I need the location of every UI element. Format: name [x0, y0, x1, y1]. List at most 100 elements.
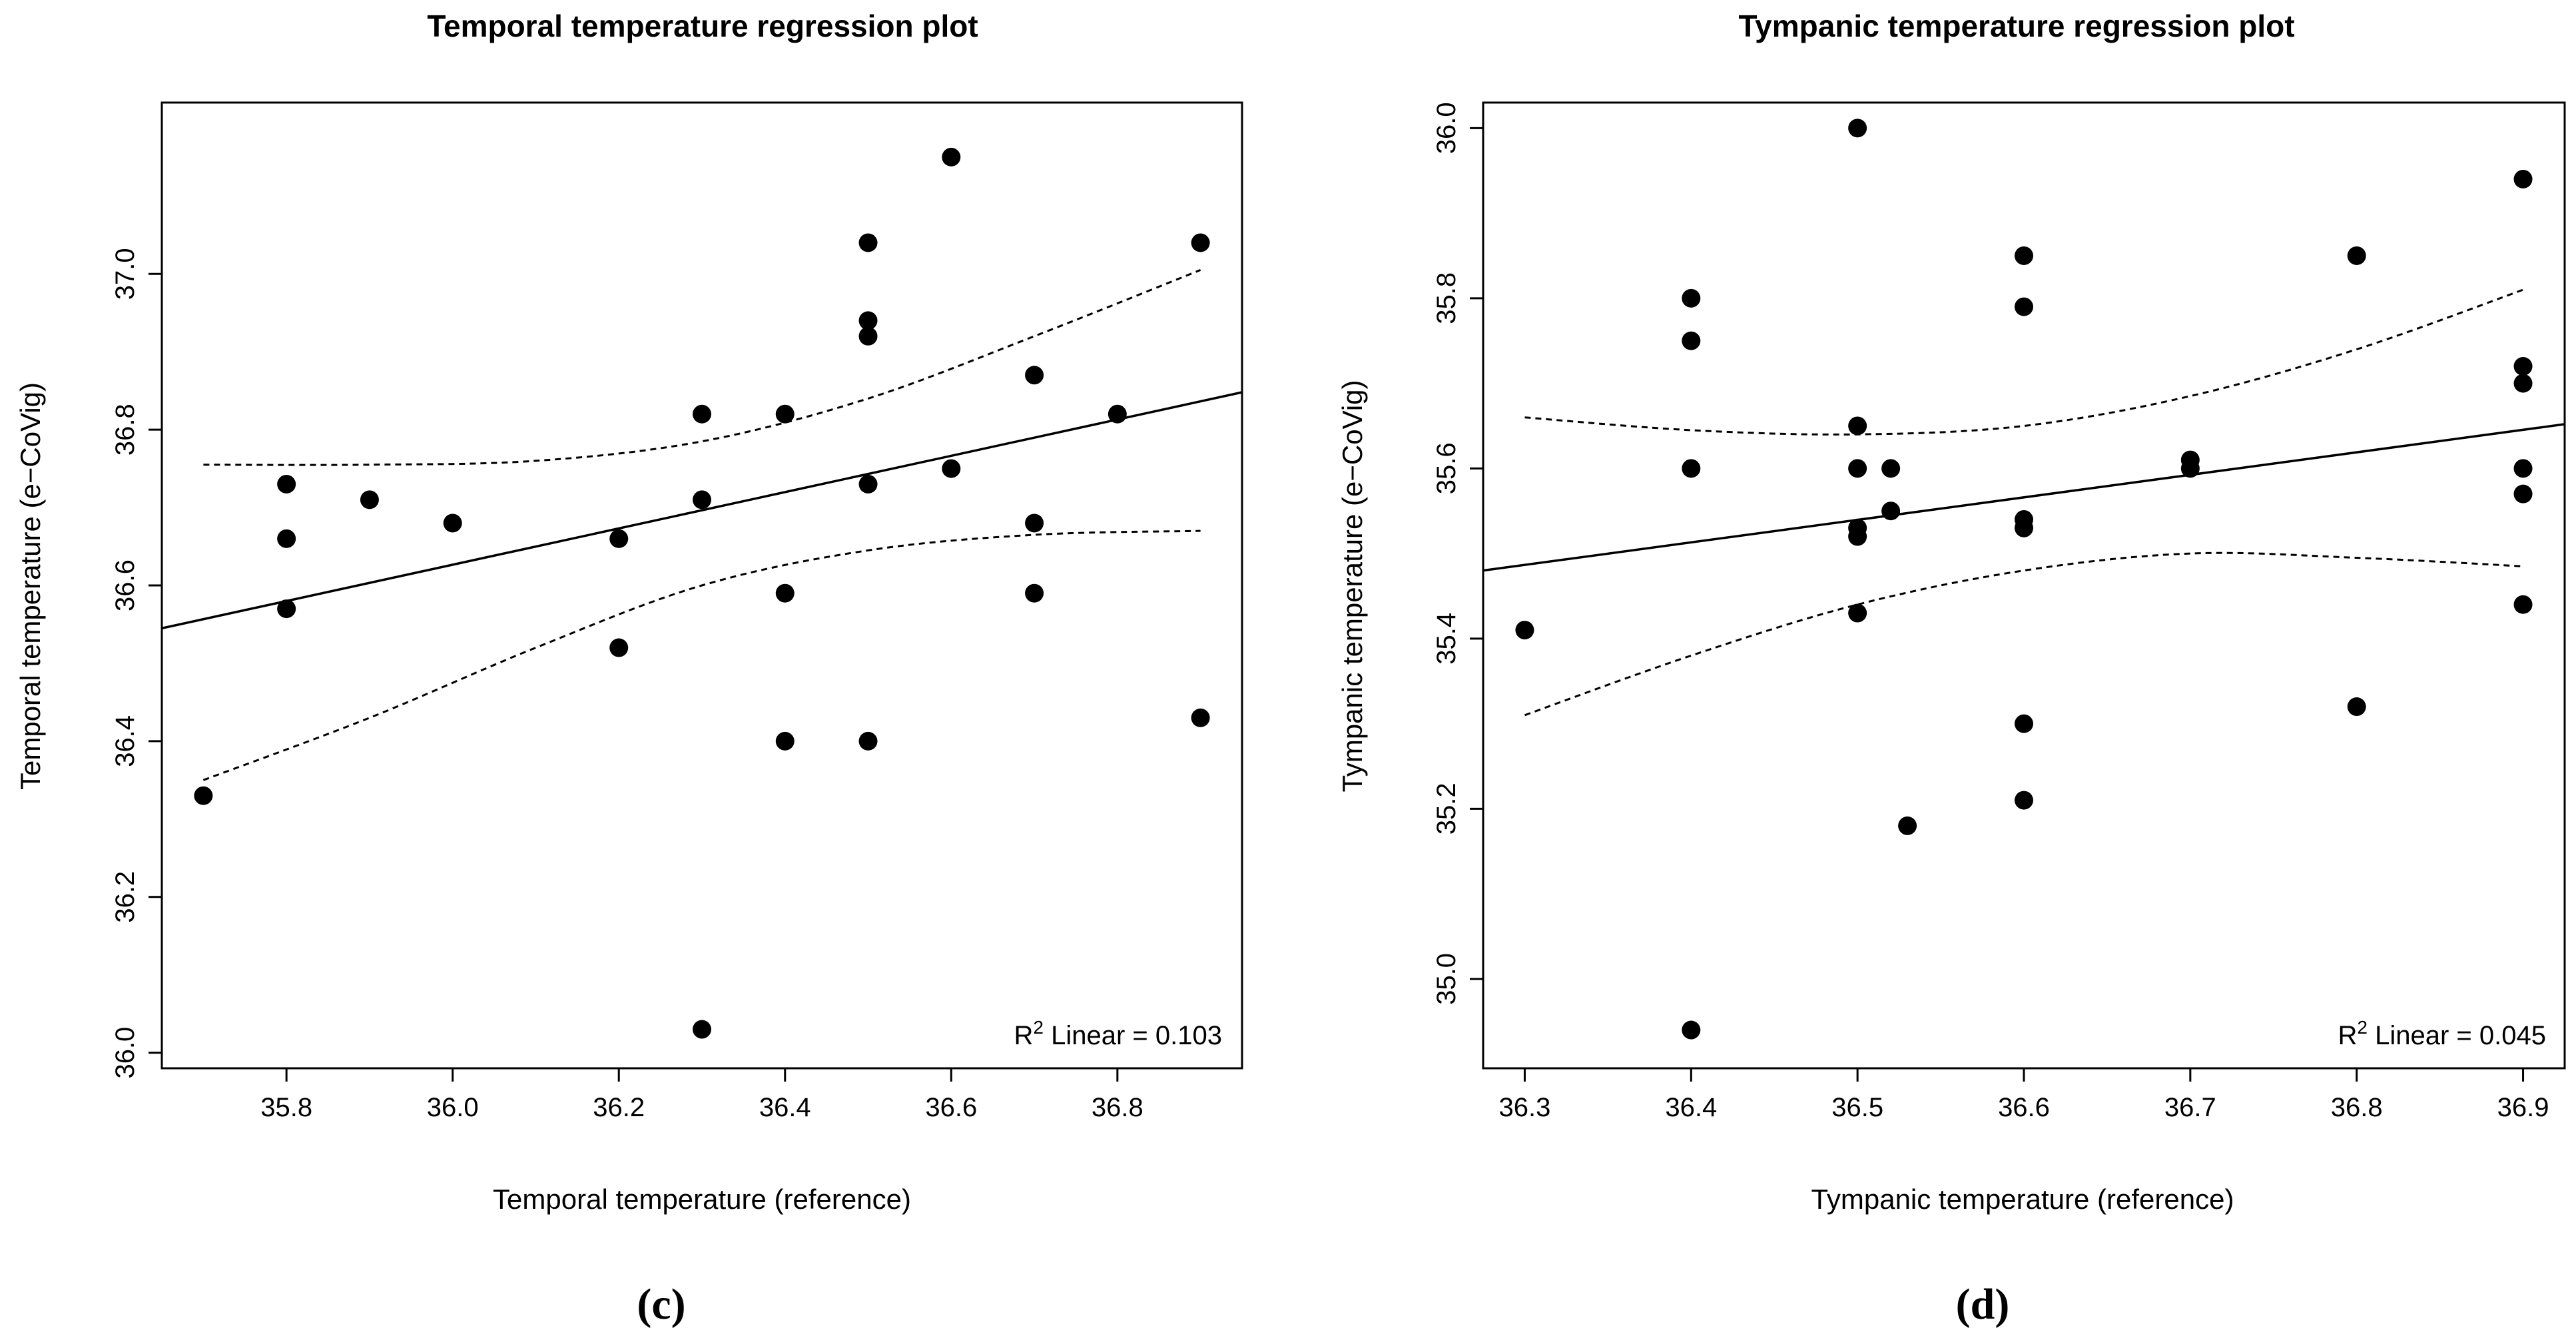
data-point — [443, 513, 462, 533]
data-point — [1848, 459, 1867, 478]
y-axis-ticks: 35.0 35.2 35.4 35.6 35.8 36.0 — [1432, 102, 1483, 1005]
upper-confidence-band — [1524, 288, 2524, 436]
data-point — [2513, 484, 2533, 503]
confidence-bands — [202, 269, 1201, 781]
x-tick-label: 36.8 — [1092, 1093, 1143, 1122]
tympanic-regression-panel: Tympanic temperature regression plot 36.… — [1337, 9, 2566, 1329]
upper-confidence-band — [203, 269, 1201, 466]
data-point — [2513, 374, 2533, 393]
confidence-bands — [1524, 288, 2524, 717]
data-point — [277, 529, 296, 548]
data-points — [1515, 119, 2533, 1040]
data-point — [2015, 518, 2033, 537]
data-point — [693, 490, 711, 509]
regression-line-group — [161, 391, 1243, 630]
lower-confidence-band — [202, 529, 1201, 781]
y-tick-label: 36.0 — [111, 1027, 140, 1079]
data-point — [360, 490, 379, 509]
x-tick-label: 36.6 — [925, 1093, 977, 1122]
y-axis-ticks: 36.0 36.2 36.4 36.6 36.8 37.0 — [111, 248, 162, 1079]
data-point — [858, 474, 878, 494]
data-point — [2513, 595, 2533, 614]
x-tick-label: 36.7 — [2164, 1093, 2216, 1122]
regression-line — [1482, 423, 2565, 572]
lower-confidence-band — [1524, 551, 2523, 717]
chart-title: Temporal temperature regression plot — [427, 9, 978, 43]
data-point — [1848, 527, 1867, 546]
data-points — [194, 147, 1210, 1039]
x-tick-label: 36.6 — [1998, 1093, 2050, 1122]
data-point — [1108, 404, 1127, 424]
data-point — [1191, 233, 1210, 252]
y-tick-label: 35.0 — [1432, 953, 1461, 1005]
x-tick-label: 36.2 — [593, 1093, 645, 1122]
y-tick-label: 35.4 — [1432, 613, 1461, 665]
data-point — [1025, 513, 1044, 533]
data-point — [858, 731, 878, 751]
regression-line — [161, 391, 1243, 630]
data-point — [2015, 791, 2033, 810]
data-point — [775, 583, 795, 603]
panel-label: (c) — [637, 1280, 685, 1329]
y-tick-label: 35.8 — [1432, 272, 1461, 324]
r-squared-annotation: R2 Linear = 0.045 — [2338, 1017, 2546, 1050]
x-tick-label: 36.0 — [427, 1093, 479, 1122]
data-point — [2015, 297, 2033, 316]
data-point — [1682, 288, 1701, 308]
data-point — [693, 404, 711, 424]
x-tick-label: 35.8 — [260, 1093, 312, 1122]
x-axis-ticks: 36.3 36.4 36.5 36.6 36.7 36.8 36.9 — [1499, 1068, 2549, 1122]
x-tick-label: 36.4 — [759, 1093, 811, 1122]
data-point — [2347, 246, 2366, 265]
y-tick-label: 36.6 — [111, 559, 140, 611]
x-axis-label: Temporal temperature (reference) — [493, 1183, 911, 1215]
temporal-regression-panel: Temporal temperature regression plot 35.… — [15, 9, 1243, 1329]
data-point — [609, 638, 629, 657]
y-tick-label: 36.0 — [1432, 102, 1461, 154]
data-point — [1682, 1020, 1701, 1040]
panel-label: (d) — [1956, 1280, 2010, 1329]
data-point — [2513, 357, 2533, 376]
y-tick-label: 36.2 — [111, 871, 140, 923]
data-point — [942, 459, 961, 478]
x-tick-label: 36.5 — [1831, 1093, 1883, 1122]
data-point — [1881, 459, 1901, 478]
y-tick-label: 36.8 — [111, 404, 140, 456]
data-point — [1515, 621, 1534, 640]
data-point — [1682, 331, 1701, 350]
x-axis-label: Tympanic temperature (reference) — [1811, 1183, 2234, 1215]
data-point — [2015, 246, 2033, 265]
data-point — [1848, 119, 1867, 138]
data-point — [1848, 603, 1867, 623]
data-point — [2513, 169, 2533, 188]
data-point — [858, 311, 878, 330]
data-point — [1191, 708, 1210, 727]
data-point — [858, 233, 878, 252]
data-point — [609, 529, 629, 548]
y-tick-label: 36.4 — [111, 715, 140, 767]
x-tick-label: 36.8 — [2331, 1093, 2383, 1122]
data-point — [1025, 583, 1044, 603]
data-point — [775, 404, 795, 424]
y-tick-label: 35.6 — [1432, 442, 1461, 494]
x-tick-label: 36.3 — [1499, 1093, 1551, 1122]
data-point — [775, 731, 795, 751]
y-tick-label: 35.2 — [1432, 783, 1461, 835]
data-point — [2347, 697, 2366, 717]
y-axis-label: Tympanic temperature (e−CoVig) — [1337, 380, 1368, 792]
data-point — [2015, 714, 2033, 733]
data-point — [1025, 366, 1044, 385]
data-point — [2513, 459, 2533, 478]
y-tick-label: 37.0 — [111, 248, 140, 300]
r-squared-annotation: R2 Linear = 0.103 — [1014, 1017, 1222, 1050]
regression-line-group — [1482, 423, 2565, 572]
x-tick-label: 36.4 — [1665, 1093, 1717, 1122]
data-point — [194, 786, 213, 805]
data-point — [2180, 459, 2200, 478]
x-axis-ticks: 35.8 36.0 36.2 36.4 36.6 36.8 — [260, 1068, 1143, 1122]
data-point — [277, 599, 296, 619]
data-point — [942, 147, 961, 167]
data-point — [277, 474, 296, 494]
x-tick-label: 36.9 — [2497, 1093, 2549, 1122]
